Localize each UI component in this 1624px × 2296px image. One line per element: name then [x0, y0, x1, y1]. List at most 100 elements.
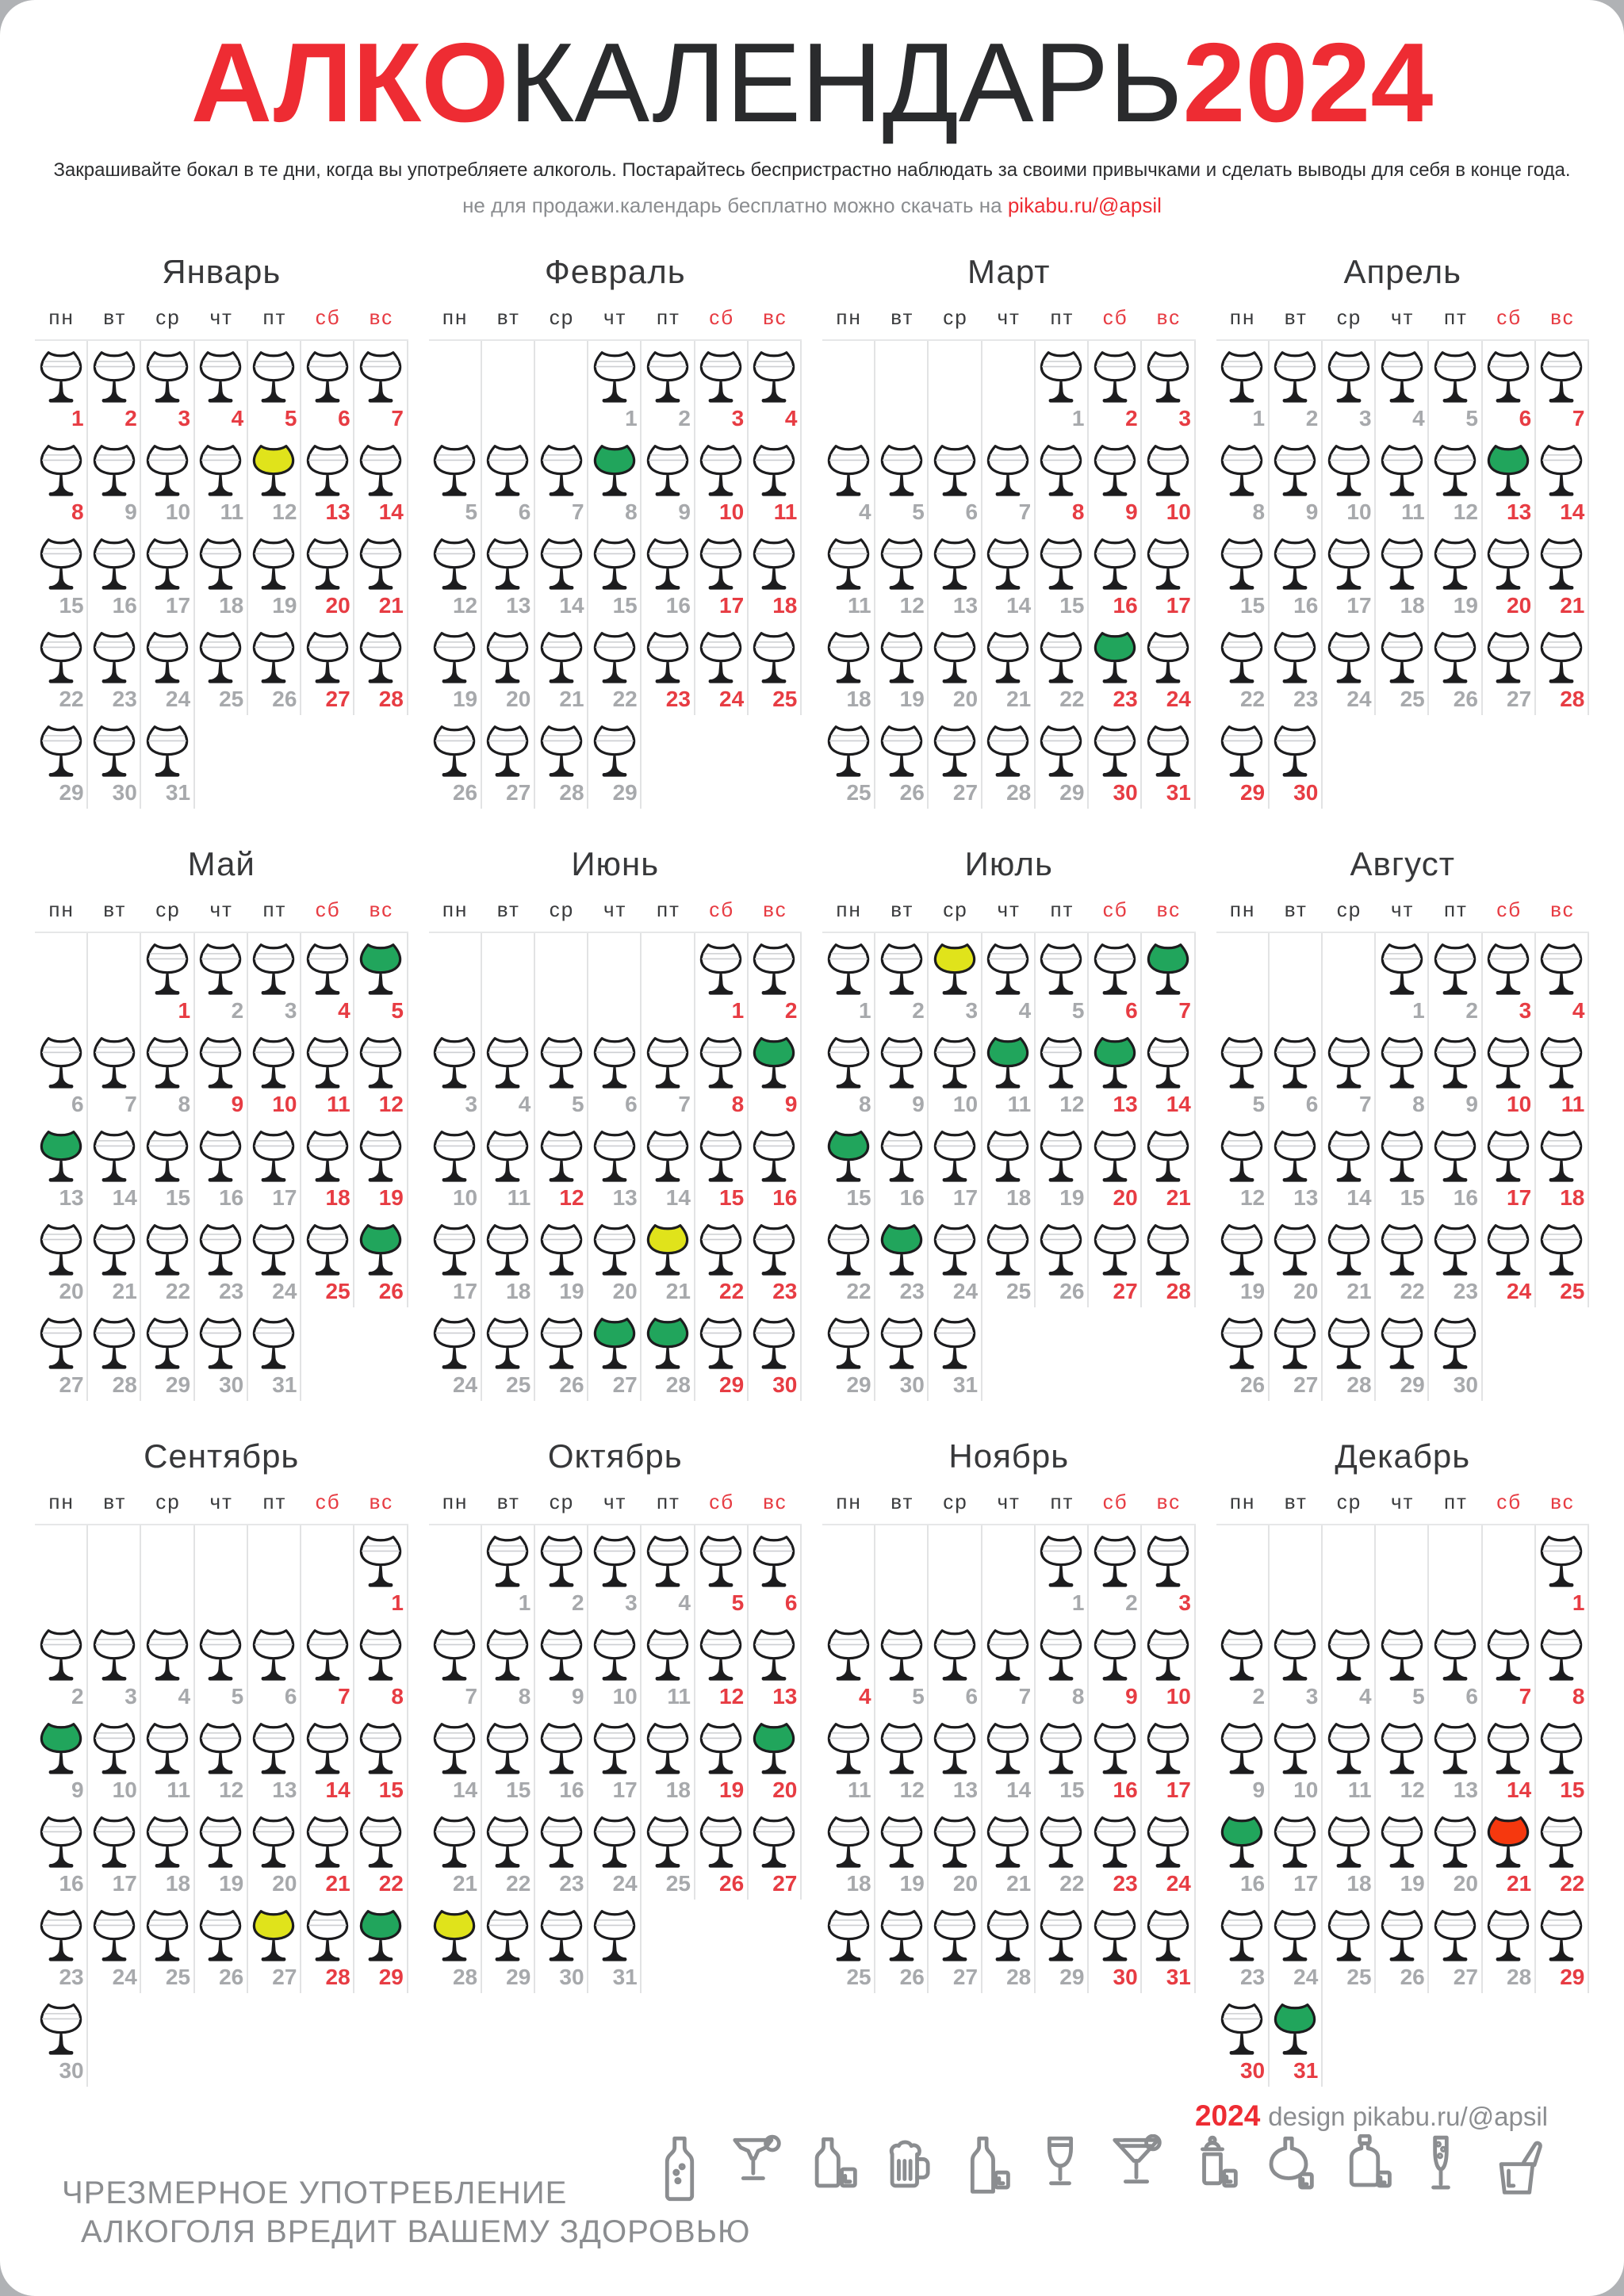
wine-glass-icon[interactable] — [92, 1314, 136, 1372]
wine-glass-icon[interactable] — [645, 628, 690, 687]
credit-text[interactable]: design pikabu.ru/@apsil — [1268, 2102, 1548, 2131]
wine-glass-icon[interactable] — [1380, 534, 1424, 593]
wine-glass-icon[interactable] — [198, 1220, 243, 1279]
wine-glass-icon[interactable] — [1433, 1906, 1477, 1965]
wine-glass-icon[interactable] — [1220, 1812, 1264, 1871]
wine-glass-icon[interactable] — [986, 441, 1030, 499]
wine-glass-icon[interactable] — [358, 534, 403, 593]
wine-glass-icon[interactable] — [592, 1314, 637, 1372]
wine-glass-icon[interactable] — [1486, 1033, 1530, 1092]
wine-glass-icon[interactable] — [198, 1033, 243, 1092]
wine-glass-icon[interactable] — [485, 1033, 530, 1092]
wine-glass-icon[interactable] — [1327, 1812, 1371, 1871]
wine-glass-icon[interactable] — [1433, 939, 1477, 998]
wine-glass-icon[interactable] — [1146, 1532, 1190, 1590]
wine-glass-icon[interactable] — [826, 1906, 871, 1965]
wine-glass-icon[interactable] — [251, 1906, 296, 1965]
wine-glass-icon[interactable] — [933, 1812, 977, 1871]
wine-glass-icon[interactable] — [645, 534, 690, 593]
wine-glass-icon[interactable] — [198, 1314, 243, 1372]
wine-glass-icon[interactable] — [92, 1127, 136, 1185]
wine-glass-icon[interactable] — [1486, 534, 1530, 593]
wine-glass-icon[interactable] — [1486, 1220, 1530, 1279]
wine-glass-icon[interactable] — [1433, 1033, 1477, 1092]
wine-glass-icon[interactable] — [1539, 1625, 1584, 1684]
wine-glass-icon[interactable] — [1433, 347, 1477, 406]
wine-glass-icon[interactable] — [1380, 1127, 1424, 1185]
wine-glass-icon[interactable] — [826, 721, 871, 780]
wine-glass-icon[interactable] — [592, 1812, 637, 1871]
wine-glass-icon[interactable] — [1327, 1906, 1371, 1965]
wine-glass-icon[interactable] — [933, 721, 977, 780]
wine-glass-icon[interactable] — [1146, 441, 1190, 499]
wine-glass-icon[interactable] — [251, 1812, 296, 1871]
wine-glass-icon[interactable] — [539, 1314, 584, 1372]
wine-glass-icon[interactable] — [699, 1812, 743, 1871]
wine-glass-icon[interactable] — [145, 1127, 190, 1185]
wine-glass-icon[interactable] — [1146, 628, 1190, 687]
wine-glass-icon[interactable] — [145, 441, 190, 499]
wine-glass-icon[interactable] — [1273, 721, 1317, 780]
wine-glass-icon[interactable] — [699, 347, 743, 406]
wine-glass-icon[interactable] — [933, 1033, 977, 1092]
wine-glass-icon[interactable] — [592, 1127, 637, 1185]
wine-glass-icon[interactable] — [539, 1532, 584, 1590]
wine-glass-icon[interactable] — [251, 939, 296, 998]
wine-glass-icon[interactable] — [432, 628, 477, 687]
wine-glass-icon[interactable] — [305, 1719, 350, 1777]
wine-glass-icon[interactable] — [145, 939, 190, 998]
wine-glass-icon[interactable] — [1273, 1812, 1317, 1871]
wine-glass-icon[interactable] — [1039, 1812, 1083, 1871]
wine-glass-icon[interactable] — [1093, 1532, 1137, 1590]
wine-glass-icon[interactable] — [358, 939, 403, 998]
wine-glass-icon[interactable] — [1220, 1625, 1264, 1684]
wine-glass-icon[interactable] — [92, 441, 136, 499]
wine-glass-icon[interactable] — [645, 1532, 690, 1590]
wine-glass-icon[interactable] — [145, 1906, 190, 1965]
wine-glass-icon[interactable] — [1327, 441, 1371, 499]
wine-glass-icon[interactable] — [1539, 441, 1584, 499]
wine-glass-icon[interactable] — [1539, 628, 1584, 687]
wine-glass-icon[interactable] — [1486, 939, 1530, 998]
wine-glass-icon[interactable] — [1093, 534, 1137, 593]
wine-glass-icon[interactable] — [826, 1033, 871, 1092]
wine-glass-icon[interactable] — [358, 1719, 403, 1777]
wine-glass-icon[interactable] — [251, 1127, 296, 1185]
wine-glass-icon[interactable] — [1273, 1314, 1317, 1372]
wine-glass-icon[interactable] — [485, 721, 530, 780]
wine-glass-icon[interactable] — [1039, 628, 1083, 687]
wine-glass-icon[interactable] — [752, 1625, 796, 1684]
wine-glass-icon[interactable] — [986, 1033, 1030, 1092]
wine-glass-icon[interactable] — [879, 1033, 924, 1092]
wine-glass-icon[interactable] — [432, 534, 477, 593]
wine-glass-icon[interactable] — [933, 1127, 977, 1185]
wine-glass-icon[interactable] — [145, 1719, 190, 1777]
wine-glass-icon[interactable] — [539, 1625, 584, 1684]
wine-glass-icon[interactable] — [752, 1532, 796, 1590]
wine-glass-icon[interactable] — [699, 628, 743, 687]
wine-glass-icon[interactable] — [1146, 534, 1190, 593]
wine-glass-icon[interactable] — [1539, 347, 1584, 406]
wine-glass-icon[interactable] — [1039, 441, 1083, 499]
wine-glass-icon[interactable] — [145, 347, 190, 406]
wine-glass-icon[interactable] — [1093, 721, 1137, 780]
wine-glass-icon[interactable] — [826, 1812, 871, 1871]
wine-glass-icon[interactable] — [933, 534, 977, 593]
wine-glass-icon[interactable] — [92, 1812, 136, 1871]
wine-glass-icon[interactable] — [879, 441, 924, 499]
wine-glass-icon[interactable] — [1380, 441, 1424, 499]
wine-glass-icon[interactable] — [1093, 1906, 1137, 1965]
wine-glass-icon[interactable] — [198, 1906, 243, 1965]
wine-glass-icon[interactable] — [699, 1625, 743, 1684]
wine-glass-icon[interactable] — [39, 534, 83, 593]
wine-glass-icon[interactable] — [933, 441, 977, 499]
wine-glass-icon[interactable] — [485, 1127, 530, 1185]
wine-glass-icon[interactable] — [1327, 1719, 1371, 1777]
wine-glass-icon[interactable] — [879, 1719, 924, 1777]
wine-glass-icon[interactable] — [826, 1719, 871, 1777]
wine-glass-icon[interactable] — [1539, 1033, 1584, 1092]
wine-glass-icon[interactable] — [1433, 1314, 1477, 1372]
wine-glass-icon[interactable] — [752, 1127, 796, 1185]
wine-glass-icon[interactable] — [251, 628, 296, 687]
wine-glass-icon[interactable] — [432, 441, 477, 499]
